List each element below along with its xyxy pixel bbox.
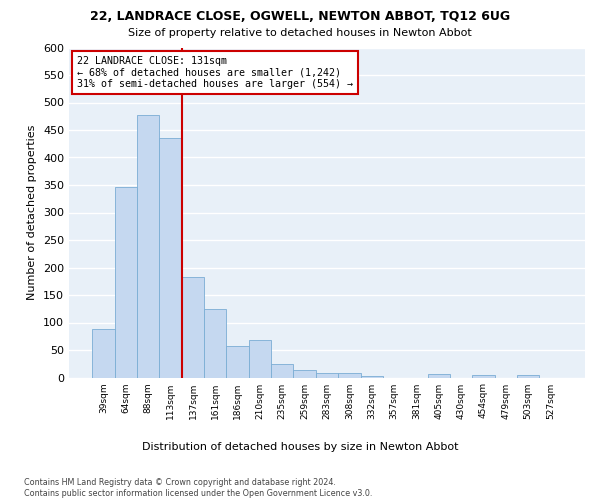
Text: Size of property relative to detached houses in Newton Abbot: Size of property relative to detached ho… — [128, 28, 472, 38]
Bar — [361, 376, 383, 378]
Bar — [293, 370, 316, 378]
Bar — [115, 186, 137, 378]
Bar — [338, 373, 361, 378]
Bar — [182, 278, 204, 378]
Text: Contains HM Land Registry data © Crown copyright and database right 2024.
Contai: Contains HM Land Registry data © Crown c… — [24, 478, 373, 498]
Bar — [428, 374, 450, 378]
Bar — [517, 375, 539, 378]
Text: 22, LANDRACE CLOSE, OGWELL, NEWTON ABBOT, TQ12 6UG: 22, LANDRACE CLOSE, OGWELL, NEWTON ABBOT… — [90, 10, 510, 23]
Text: 22 LANDRACE CLOSE: 131sqm
← 68% of detached houses are smaller (1,242)
31% of se: 22 LANDRACE CLOSE: 131sqm ← 68% of detac… — [77, 56, 353, 89]
Text: Distribution of detached houses by size in Newton Abbot: Distribution of detached houses by size … — [142, 442, 458, 452]
Bar — [92, 329, 115, 378]
Y-axis label: Number of detached properties: Number of detached properties — [28, 125, 37, 300]
Bar — [249, 340, 271, 378]
Bar — [271, 364, 293, 378]
Bar — [226, 346, 249, 378]
Bar — [472, 375, 494, 378]
Bar — [204, 308, 226, 378]
Bar — [160, 138, 182, 378]
Bar — [316, 372, 338, 378]
Bar — [137, 114, 160, 378]
